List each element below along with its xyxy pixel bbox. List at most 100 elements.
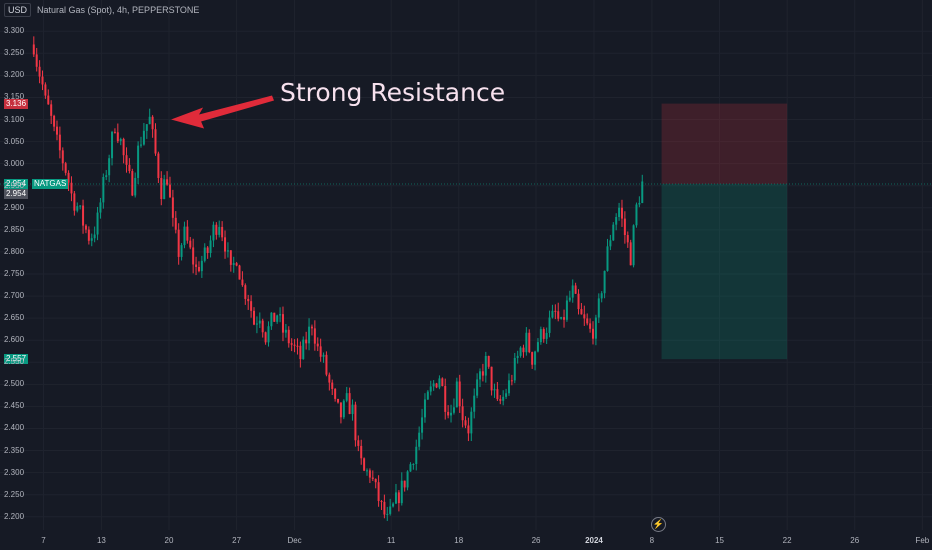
candle-body: [502, 396, 505, 401]
candle-body: [534, 351, 537, 365]
candle-body: [507, 380, 510, 394]
candle-body: [215, 224, 218, 235]
candle-body: [328, 374, 331, 383]
candle-body: [41, 76, 44, 85]
candle-body: [125, 155, 128, 165]
y-tick-label: 3.250: [4, 48, 25, 58]
candle-body: [542, 329, 545, 339]
candle-body: [490, 366, 493, 391]
candle-body: [487, 355, 490, 367]
candle-body: [53, 115, 56, 127]
symbol-title[interactable]: Natural Gas (Spot), 4h, PEPPERSTONE: [37, 5, 200, 15]
candle-body: [281, 314, 284, 333]
candle-body: [224, 237, 227, 252]
candle-body: [597, 298, 600, 318]
candle-body: [50, 104, 53, 116]
candle-body: [296, 345, 299, 347]
candle-body: [600, 293, 603, 299]
x-tick-label: 18: [454, 536, 464, 545]
candle-body: [229, 250, 232, 265]
candle-body: [334, 388, 337, 399]
candle-body: [464, 420, 467, 426]
candle-body: [44, 84, 47, 96]
candle-body: [418, 432, 421, 447]
candle-body: [586, 318, 589, 324]
candle-body: [67, 172, 70, 183]
chart-header: USD Natural Gas (Spot), 4h, PEPPERSTONE: [4, 3, 199, 17]
candle-body: [423, 399, 426, 418]
candle-body: [522, 347, 525, 353]
candle-body: [313, 328, 316, 344]
candle-body: [331, 382, 334, 389]
candle-body: [325, 354, 328, 375]
candle-body: [47, 95, 50, 105]
resistance-price-badge: 3.136: [4, 98, 29, 109]
y-tick-label: 2.700: [4, 291, 25, 301]
currency-badge[interactable]: USD: [4, 3, 32, 17]
take-profit-zone[interactable]: [661, 183, 788, 360]
candle-body: [455, 381, 458, 408]
candle-body: [157, 153, 160, 178]
candle-body: [32, 44, 35, 55]
candle-body: [392, 503, 395, 507]
candle-body: [250, 301, 253, 311]
candle-body: [276, 315, 279, 322]
candle-body: [603, 270, 606, 294]
candle-body: [134, 177, 137, 196]
candle-body: [177, 229, 180, 257]
candle-body: [111, 131, 114, 159]
candle-body: [461, 406, 464, 421]
candle-body: [531, 352, 534, 365]
x-tick-label: Feb: [915, 536, 930, 545]
candle-body: [145, 124, 148, 131]
candle-body: [444, 385, 447, 412]
candle-body: [197, 266, 200, 272]
candle-body: [377, 482, 380, 501]
candle-body: [267, 326, 270, 343]
annotation-text[interactable]: Strong Resistance: [280, 78, 506, 107]
candle-body: [102, 176, 105, 203]
candle-body: [635, 204, 638, 226]
candle-series: [32, 36, 644, 521]
candle-body: [560, 317, 563, 319]
candle-body: [479, 371, 482, 380]
candle-body: [513, 357, 516, 381]
candle-body: [429, 386, 432, 392]
candle-body: [563, 317, 566, 320]
candle-body: [287, 329, 290, 344]
candle-body: [221, 226, 224, 238]
stop-loss-zone[interactable]: [661, 103, 788, 184]
candle-body: [195, 264, 198, 267]
candle-body: [452, 407, 455, 413]
candle-body: [403, 480, 406, 488]
y-tick-label: 2.650: [4, 313, 25, 323]
candle-body: [116, 132, 119, 142]
candle-body: [168, 184, 171, 198]
x-tick-label: 7: [41, 536, 46, 545]
current-price-badge-secondary: 2.954: [4, 188, 29, 199]
candle-body: [137, 145, 140, 178]
candle-body: [528, 332, 531, 353]
x-tick-label: 11: [386, 536, 396, 545]
candle-body: [426, 391, 429, 400]
y-tick-label: 3.300: [4, 26, 25, 36]
candle-body: [258, 320, 261, 324]
candle-body: [58, 134, 61, 151]
candle-body: [441, 378, 444, 386]
candle-body: [618, 207, 621, 218]
candle-body: [470, 411, 473, 434]
candle-body: [383, 501, 386, 515]
candle-body: [496, 389, 499, 400]
candle-body: [548, 317, 551, 333]
candle-body: [284, 329, 287, 333]
candle-body: [90, 238, 93, 241]
candle-body: [70, 182, 73, 194]
candle-body: [571, 285, 574, 298]
candle-body: [345, 393, 348, 401]
lightning-icon[interactable]: ⚡: [651, 517, 666, 532]
candle-body: [339, 402, 342, 418]
candle-body: [406, 471, 409, 488]
candle-body: [435, 383, 438, 388]
candle-body: [516, 355, 519, 358]
